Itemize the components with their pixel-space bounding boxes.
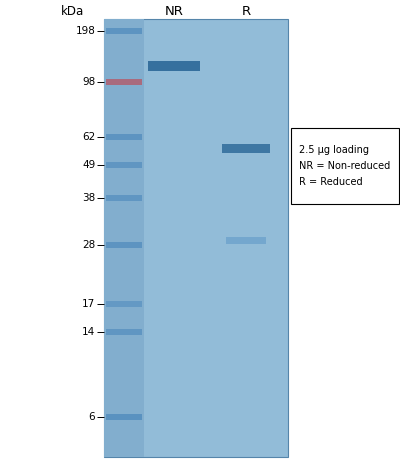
Text: 49: 49 <box>82 160 95 170</box>
Text: 38: 38 <box>82 193 95 203</box>
FancyBboxPatch shape <box>222 144 270 153</box>
Text: 2.5 μg loading
NR = Non-reduced
R = Reduced: 2.5 μg loading NR = Non-reduced R = Redu… <box>299 146 390 187</box>
FancyBboxPatch shape <box>106 27 142 34</box>
FancyBboxPatch shape <box>106 79 142 86</box>
FancyBboxPatch shape <box>106 414 142 420</box>
Text: 6: 6 <box>88 412 95 422</box>
Text: 62: 62 <box>82 131 95 142</box>
FancyBboxPatch shape <box>106 329 142 335</box>
FancyBboxPatch shape <box>104 19 288 457</box>
FancyBboxPatch shape <box>106 134 142 139</box>
FancyBboxPatch shape <box>106 162 142 168</box>
FancyBboxPatch shape <box>106 301 142 307</box>
Text: 17: 17 <box>82 299 95 309</box>
Text: kDa: kDa <box>60 5 84 18</box>
Text: 98: 98 <box>82 77 95 88</box>
Text: 14: 14 <box>82 327 95 337</box>
FancyBboxPatch shape <box>148 61 200 71</box>
Text: 28: 28 <box>82 240 95 250</box>
FancyBboxPatch shape <box>104 19 144 457</box>
FancyBboxPatch shape <box>291 128 399 204</box>
FancyBboxPatch shape <box>106 195 142 201</box>
FancyBboxPatch shape <box>226 237 266 244</box>
FancyBboxPatch shape <box>106 242 142 248</box>
Text: NR: NR <box>164 5 184 18</box>
Text: R: R <box>242 5 250 18</box>
Text: 198: 198 <box>75 25 95 36</box>
